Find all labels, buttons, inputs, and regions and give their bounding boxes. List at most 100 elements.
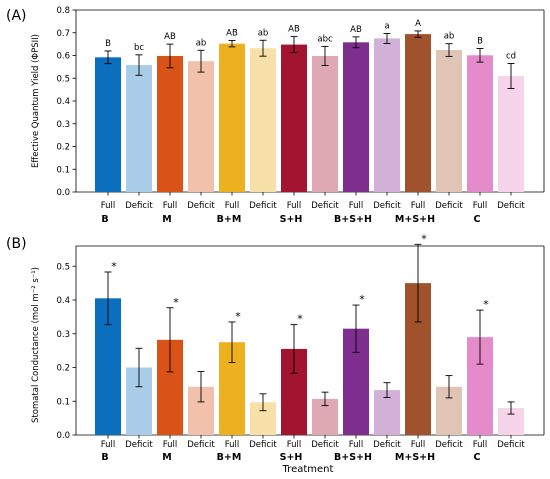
panel-b-y-tick-label: 0.5 bbox=[56, 262, 70, 272]
panel-a-bar bbox=[95, 57, 121, 192]
panel-a-y-tick-label: 0.5 bbox=[56, 74, 70, 84]
panel-a-bar bbox=[188, 61, 214, 192]
panel-b-treatment-label: Full bbox=[473, 440, 488, 450]
panel-b-y-axis-title: Stomatal Conductance (mol m⁻² s⁻¹) bbox=[31, 267, 41, 423]
panel-b-treatment-label: Deficit bbox=[497, 440, 525, 450]
panel-b-group-label: M+S+H bbox=[395, 452, 435, 463]
panel-a-bar bbox=[374, 38, 400, 192]
panel-b-label: (B) bbox=[6, 236, 27, 252]
panel-b-group-label: B bbox=[101, 452, 108, 463]
panel-b-y-tick-label: 0.0 bbox=[56, 431, 70, 441]
panel-a-treatment-label: Full bbox=[473, 201, 488, 211]
panel-b-significance-star: * bbox=[111, 260, 117, 273]
panel-b-treatment-label: Deficit bbox=[373, 440, 401, 450]
panel-b-y-tick-label: 0.2 bbox=[56, 364, 70, 374]
panel-a-group-label: B bbox=[101, 214, 108, 225]
panel-b-treatment-label: Full bbox=[411, 440, 426, 450]
panel-b-significance-star: * bbox=[235, 310, 241, 323]
panel-a-letter-annotation: A bbox=[415, 19, 421, 29]
panel-a-treatment-label: Deficit bbox=[311, 201, 339, 211]
panel-b-significance-star: * bbox=[483, 298, 489, 311]
panel-a-letter-annotation: abc bbox=[317, 34, 333, 44]
panel-a-letter-annotation: a bbox=[384, 21, 389, 31]
panel-a-group-label: C bbox=[474, 214, 481, 225]
panel-a-letter-annotation: B bbox=[477, 36, 483, 46]
panel-b-treatment-label: Deficit bbox=[187, 440, 215, 450]
panel-a-treatment-label: Full bbox=[225, 201, 240, 211]
panel-a-treatment-label: Deficit bbox=[497, 201, 525, 211]
panel-b-chart: (B) Stomatal Conductance (mol m⁻² s⁻¹) T… bbox=[6, 232, 545, 475]
panel-a-treatment-label: Full bbox=[287, 201, 302, 211]
panel-b-y-tick-label: 0.1 bbox=[56, 397, 70, 407]
panel-a-bar bbox=[436, 50, 462, 192]
panel-a-bar bbox=[405, 34, 431, 192]
panel-b-treatment-label: Full bbox=[163, 440, 178, 450]
panel-a-treatment-label: Deficit bbox=[435, 201, 463, 211]
panel-a-bar bbox=[467, 55, 493, 193]
panel-a-y-axis-title: Effective Quantum Yield (ΦPSII) bbox=[31, 34, 41, 168]
panel-b-significance-star: * bbox=[421, 232, 427, 245]
panel-a-bar bbox=[126, 65, 152, 192]
panel-a-group-label: B+S+H bbox=[334, 214, 372, 225]
panel-a-chart: (A) Effective Quantum Yield (ΦPSII) 0.0 0… bbox=[6, 6, 545, 225]
panel-b-group-label: B+S+H bbox=[334, 452, 372, 463]
panel-a-y-tick-label: 0.3 bbox=[56, 120, 70, 130]
panel-b-treatment-label: Full bbox=[225, 440, 240, 450]
panel-b-y-tick-label: 0.3 bbox=[56, 330, 70, 340]
panel-b-treatment-label: Deficit bbox=[435, 440, 463, 450]
panel-a-y-tick-label: 0.1 bbox=[56, 165, 70, 175]
panel-b-group-label: M bbox=[162, 452, 171, 463]
panel-a-bar bbox=[312, 55, 338, 192]
panel-b-significance-star: * bbox=[359, 293, 365, 306]
panel-a-treatment-label: Deficit bbox=[125, 201, 153, 211]
panel-a-treatment-label: Full bbox=[411, 201, 426, 211]
panel-a-bar bbox=[250, 48, 276, 192]
panel-b-group-label: C bbox=[474, 452, 481, 463]
panel-a-treatment-label: Full bbox=[101, 201, 116, 211]
panel-a-y-tick-label: 0.6 bbox=[56, 52, 70, 62]
panel-a-group-label: M bbox=[162, 214, 171, 225]
panel-a-y-tick-label: 0.8 bbox=[56, 6, 70, 16]
panel-a-bar bbox=[219, 43, 245, 192]
panel-a-letter-annotation: ab bbox=[258, 28, 269, 38]
panel-a-letter-annotation: bc bbox=[134, 43, 144, 53]
panel-a-letter-annotation: AB bbox=[350, 25, 362, 35]
panel-b-group-label: B+M bbox=[217, 452, 242, 463]
panel-a-letter-annotation: B bbox=[105, 39, 111, 49]
panel-a-letter-annotation: ab bbox=[196, 38, 207, 48]
panel-a-group-label: S+H bbox=[280, 214, 303, 225]
panel-a-y-tick-label: 0.4 bbox=[56, 97, 70, 107]
panel-b-treatment-label: Deficit bbox=[249, 440, 277, 450]
panel-a-letter-annotation: cd bbox=[506, 51, 516, 61]
panel-b-treatment-label: Deficit bbox=[311, 440, 339, 450]
panel-a-y-tick-label: 0.2 bbox=[56, 143, 70, 153]
panel-a-letter-annotation: ab bbox=[444, 32, 455, 42]
panel-a-y-tick-label: 0.0 bbox=[56, 188, 70, 198]
panel-b-treatment-label: Deficit bbox=[125, 440, 153, 450]
panel-b-treatment-label: Full bbox=[349, 440, 364, 450]
panel-a-bar bbox=[157, 55, 183, 192]
panel-b-x-axis-title: Treatment bbox=[282, 464, 334, 475]
panel-a-group-label: B+M bbox=[217, 214, 242, 225]
panel-a-letter-annotation: AB bbox=[164, 32, 176, 42]
panel-b-significance-star: * bbox=[297, 313, 303, 326]
panel-a-bar bbox=[498, 75, 524, 192]
panel-a-label: (A) bbox=[6, 8, 27, 24]
panel-a-bar bbox=[343, 42, 369, 193]
panel-b-treatment-label: Full bbox=[101, 440, 116, 450]
panel-b-group-label: S+H bbox=[280, 452, 303, 463]
panel-a-group-label: M+S+H bbox=[395, 214, 435, 225]
panel-a-treatment-label: Deficit bbox=[187, 201, 215, 211]
panel-a-treatment-label: Deficit bbox=[373, 201, 401, 211]
panel-a-bar bbox=[281, 44, 307, 192]
panel-a-treatment-label: Full bbox=[163, 201, 178, 211]
panel-a-treatment-label: Deficit bbox=[249, 201, 277, 211]
panel-a-letter-annotation: AB bbox=[288, 25, 300, 35]
panel-a-treatment-label: Full bbox=[349, 201, 364, 211]
panel-a-letter-annotation: AB bbox=[226, 28, 238, 38]
panel-b-y-tick-label: 0.4 bbox=[56, 296, 70, 306]
panel-a-y-tick-label: 0.7 bbox=[56, 29, 70, 39]
panel-b-significance-star: * bbox=[173, 296, 179, 309]
panel-b-treatment-label: Full bbox=[287, 440, 302, 450]
